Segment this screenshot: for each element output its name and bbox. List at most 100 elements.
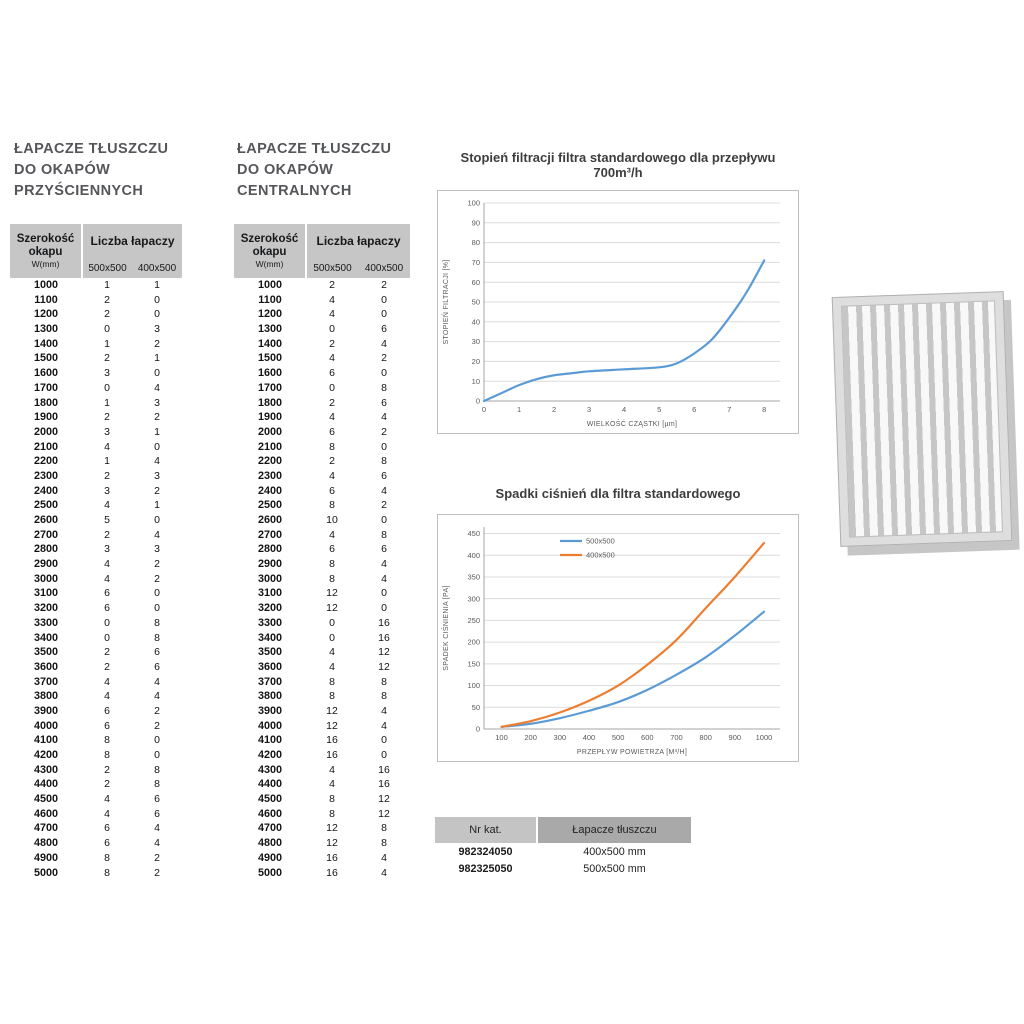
table-row: 3300 0 8 (10, 616, 182, 631)
width-cell: 1100 (34, 293, 58, 306)
count-400x500-cell: 0 (154, 367, 160, 380)
width-cell: 2000 (33, 425, 59, 438)
count-400x500-cell: 2 (381, 499, 387, 512)
count-400x500-cell: 4 (381, 719, 387, 732)
width-cell: 3900 (257, 704, 283, 717)
width-cell: 2200 (33, 455, 59, 468)
count-500x500-cell: 0 (329, 381, 335, 394)
count-400x500-cell: 2 (154, 572, 160, 585)
count-400x500-cell: 0 (154, 602, 160, 615)
table-row: 2100 4 0 (10, 440, 182, 455)
wall-hoods-table: Szerokość okapu W(mm) Liczba łapaczy 500… (10, 224, 183, 881)
width-cell: 1000 (33, 279, 59, 291)
count-400x500-cell: 2 (154, 719, 160, 732)
count-400x500-cell: 3 (154, 543, 160, 556)
width-cell: 4500 (33, 793, 59, 806)
width-cell: 3800 (33, 690, 59, 703)
width-cell: 2000 (257, 425, 283, 438)
table-row: 4400 4 16 (234, 777, 410, 792)
table-row: 4800 6 4 (10, 836, 182, 851)
count-500x500-cell: 8 (104, 866, 110, 879)
count-500x500-cell: 2 (104, 411, 110, 424)
width-cell: 2800 (257, 543, 283, 556)
table-row: 2400 3 2 (10, 484, 182, 499)
count-500x500-cell: 2 (104, 293, 110, 306)
svg-text:100: 100 (467, 199, 480, 208)
catalog-number-header: Nr kat. (435, 817, 536, 843)
svg-text:200: 200 (524, 733, 537, 742)
count-500x500-cell: 4 (104, 572, 110, 585)
svg-text:0: 0 (476, 397, 480, 406)
count-500x500-cell: 4 (329, 763, 335, 776)
title-line: ŁAPACZE TŁUSZCZU (237, 141, 392, 157)
count-500x500-cell: 4 (104, 558, 110, 571)
width-cell: 1600 (33, 367, 59, 380)
width-cell: 1000 (257, 279, 283, 291)
count-400x500-cell: 4 (381, 866, 387, 879)
count-400x500-cell: 12 (378, 646, 390, 659)
svg-text:600: 600 (641, 733, 654, 742)
table-row: 5000 8 2 (10, 866, 182, 881)
width-cell: 4600 (257, 807, 283, 820)
width-cell: 1200 (33, 308, 59, 321)
width-column-header: Szerokość okapu W(mm) (234, 224, 307, 278)
table-row: 1100 2 0 (10, 293, 182, 308)
count-500x500-cell: 4 (329, 469, 335, 482)
count-400x500-cell: 1 (154, 425, 160, 438)
width-cell: 3700 (257, 675, 283, 688)
table-row: 4600 8 12 (234, 807, 410, 822)
count-400x500-cell: 4 (154, 528, 160, 541)
table-row: 4200 16 0 (234, 748, 410, 763)
width-cell: 2800 (33, 543, 59, 556)
svg-text:0: 0 (476, 725, 480, 734)
table-row: 3600 4 12 (234, 660, 410, 675)
count-400x500-cell: 4 (381, 572, 387, 585)
width-cell: 1700 (33, 381, 59, 394)
width-cell: 1900 (257, 411, 283, 424)
svg-text:800: 800 (699, 733, 712, 742)
filter-slats (840, 300, 1004, 538)
count-400x500-cell: 0 (381, 514, 387, 526)
width-cell: 4900 (257, 851, 283, 864)
table-row: 1200 2 0 (10, 307, 182, 322)
width-cell: 4300 (257, 763, 283, 776)
width-cell: 2400 (33, 484, 59, 497)
svg-text:350: 350 (467, 573, 480, 582)
pressure-chart-title: Spadki ciśnień dla filtra standardowego (495, 486, 741, 501)
table-row: 1200 4 0 (234, 307, 410, 322)
width-cell: 4000 (257, 719, 283, 732)
table-row: 4900 16 4 (234, 851, 410, 866)
table-row: 4200 8 0 (10, 748, 182, 763)
svg-text:7: 7 (727, 405, 731, 414)
table-row: 2100 8 0 (234, 440, 410, 455)
table-row: 2700 2 4 (10, 528, 182, 543)
count-400x500-cell: 2 (154, 411, 160, 424)
count-500x500-cell: 4 (329, 411, 335, 424)
count-500x500-cell: 4 (329, 308, 335, 321)
width-cell: 3000 (33, 572, 59, 585)
catalog-header-row: Nr kat. Łapacze tłuszczu (435, 817, 691, 843)
count-400x500-cell: 8 (381, 690, 387, 703)
svg-text:300: 300 (554, 733, 567, 742)
svg-text:70: 70 (472, 258, 480, 267)
table-row: 1900 2 2 (10, 410, 182, 425)
table-row: 2400 6 4 (234, 484, 410, 499)
table-row: 5000 16 4 (234, 866, 410, 881)
width-cell: 3400 (33, 631, 59, 644)
width-cell: 4500 (257, 793, 283, 806)
count-400x500-cell: 8 (381, 675, 387, 688)
table-row: 3000 4 2 (10, 572, 182, 587)
count-500x500-cell: 6 (329, 543, 335, 556)
count-500x500-cell: 16 (326, 734, 338, 747)
count-400x500-cell: 4 (381, 484, 387, 497)
col-header-400x500: 400x500 (132, 258, 183, 278)
width-cell: 2100 (33, 440, 59, 453)
count-400x500-cell: 2 (381, 425, 387, 438)
svg-text:0: 0 (482, 405, 486, 414)
width-cell: 1500 (33, 352, 59, 365)
count-400x500-cell: 4 (154, 822, 160, 835)
svg-text:40: 40 (472, 317, 480, 326)
svg-text:400: 400 (583, 733, 596, 742)
count-400x500-cell: 0 (381, 440, 387, 453)
count-500x500-cell: 8 (104, 734, 110, 747)
